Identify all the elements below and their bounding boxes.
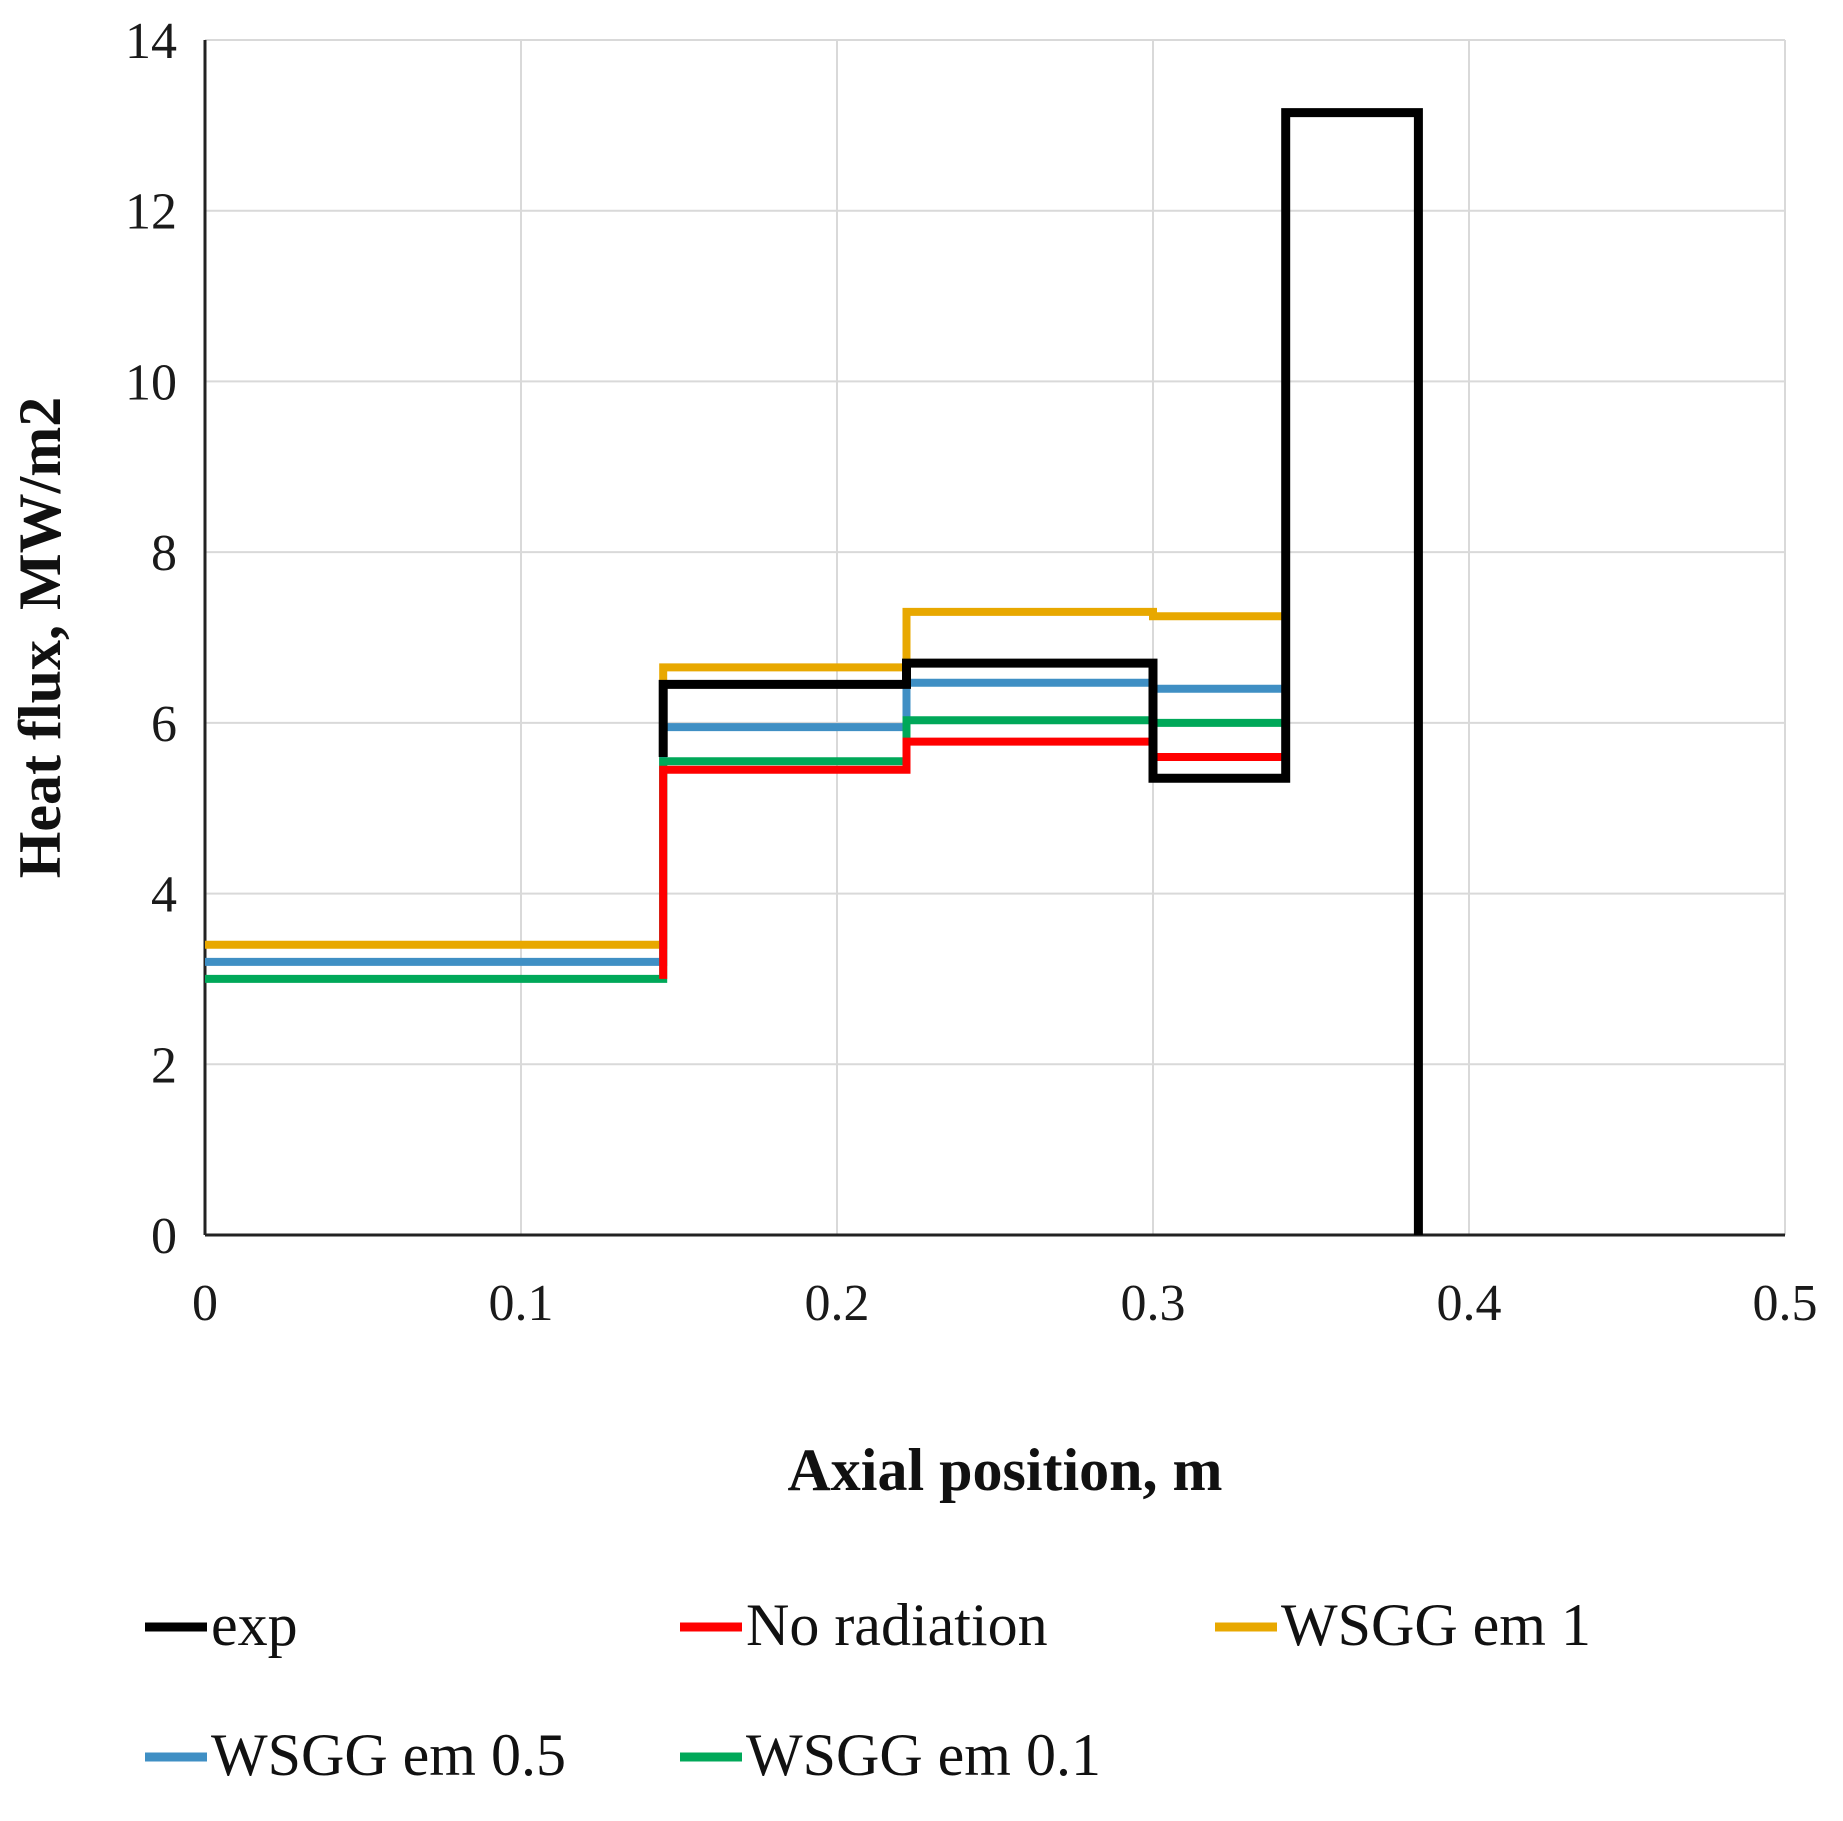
x-tick-label: 0.1: [489, 1275, 554, 1332]
x-tick-label: 0.4: [1437, 1275, 1502, 1332]
legend-no-radiation-label: No radiation: [746, 1592, 1048, 1658]
y-tick-label: 6: [151, 696, 177, 753]
y-tick-label: 8: [151, 525, 177, 582]
legend-wsgg-em-0-5-label: WSGG em 0.5: [211, 1722, 566, 1788]
x-tick-label: 0: [192, 1275, 218, 1332]
y-tick-label: 0: [151, 1208, 177, 1265]
x-tick-label: 0.5: [1753, 1275, 1818, 1332]
series-exp: [658, 108, 1423, 1235]
y-tick-label: 14: [125, 13, 177, 70]
legend-exp-label: exp: [211, 1592, 298, 1658]
legend-wsgg-em-1-label: WSGG em 1: [1281, 1592, 1591, 1658]
y-axis-title: Heat flux, MW/m2: [7, 397, 73, 879]
series-wsgg-em-0-1: [205, 716, 1286, 983]
y-tick-label: 10: [125, 354, 177, 411]
x-tick-label: 0.3: [1121, 1275, 1186, 1332]
x-tick-label: 0.2: [805, 1275, 870, 1332]
y-tick-label: 4: [151, 867, 177, 924]
legend: exp No radiation WSGG em 1 WSGG em 0.5 WSGG …: [145, 1592, 1591, 1788]
y-tick-label: 12: [125, 184, 177, 241]
axes: [203, 40, 1785, 1237]
legend-wsgg-em-0-1-label: WSGG em 0.1: [746, 1722, 1101, 1788]
series-wsgg-em-0-5: [205, 678, 1286, 966]
grid-lines: [205, 39, 1786, 1235]
tick-labels: 0 2 4 6 8 10 12 14 0 0.1 0.2 0.3 0.4 0.5: [125, 13, 1818, 1332]
x-axis-title: Axial position, m: [787, 1437, 1222, 1503]
plot-series: [205, 108, 1423, 1235]
y-tick-label: 2: [151, 1037, 177, 1094]
